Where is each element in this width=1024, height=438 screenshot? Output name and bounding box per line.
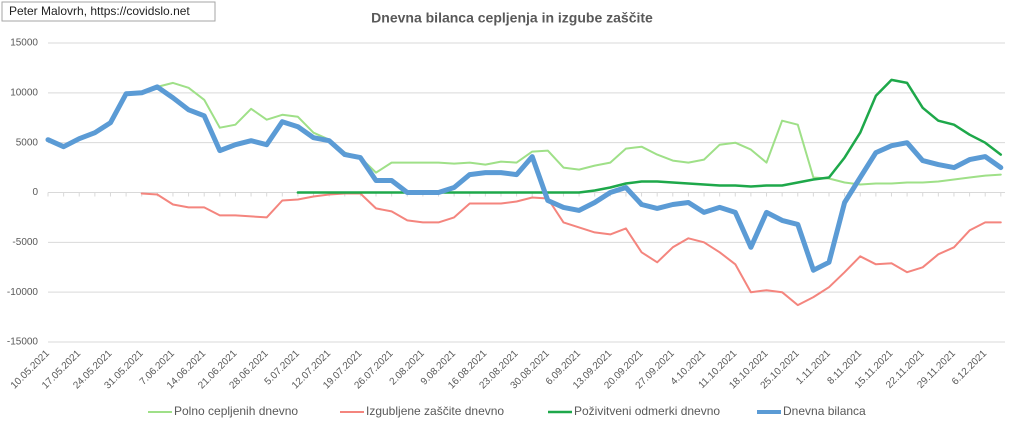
series-line (47, 81, 1002, 186)
series-line (296, 78, 1003, 194)
y-tick-label: 5000 (16, 137, 39, 148)
y-tick-label: 15000 (10, 38, 38, 49)
legend-label: Izgubljene zaščite dnevno (366, 404, 504, 418)
legend-label: Polno cepljenih dnevno (174, 404, 298, 418)
y-tick-label: 10000 (10, 87, 38, 98)
y-tick-label: -10000 (7, 287, 39, 298)
annotation: Peter Malovrh, https://covidslo.net (9, 4, 190, 18)
y-tick-label: 0 (32, 187, 38, 198)
series-line (140, 192, 1002, 307)
series-line (45, 84, 1004, 273)
chart-title: Dnevna bilanca cepljenja in izgube zašči… (371, 10, 653, 26)
y-tick-label: -5000 (12, 237, 38, 248)
x-tick-label: 6.12.2021 (950, 348, 990, 388)
annotation-box (1, 1, 216, 22)
legend-label: Dnevna bilanca (783, 404, 866, 418)
y-tick-label: -15000 (7, 337, 39, 348)
legend-label: Poživitveni odmerki dnevno (574, 404, 720, 418)
